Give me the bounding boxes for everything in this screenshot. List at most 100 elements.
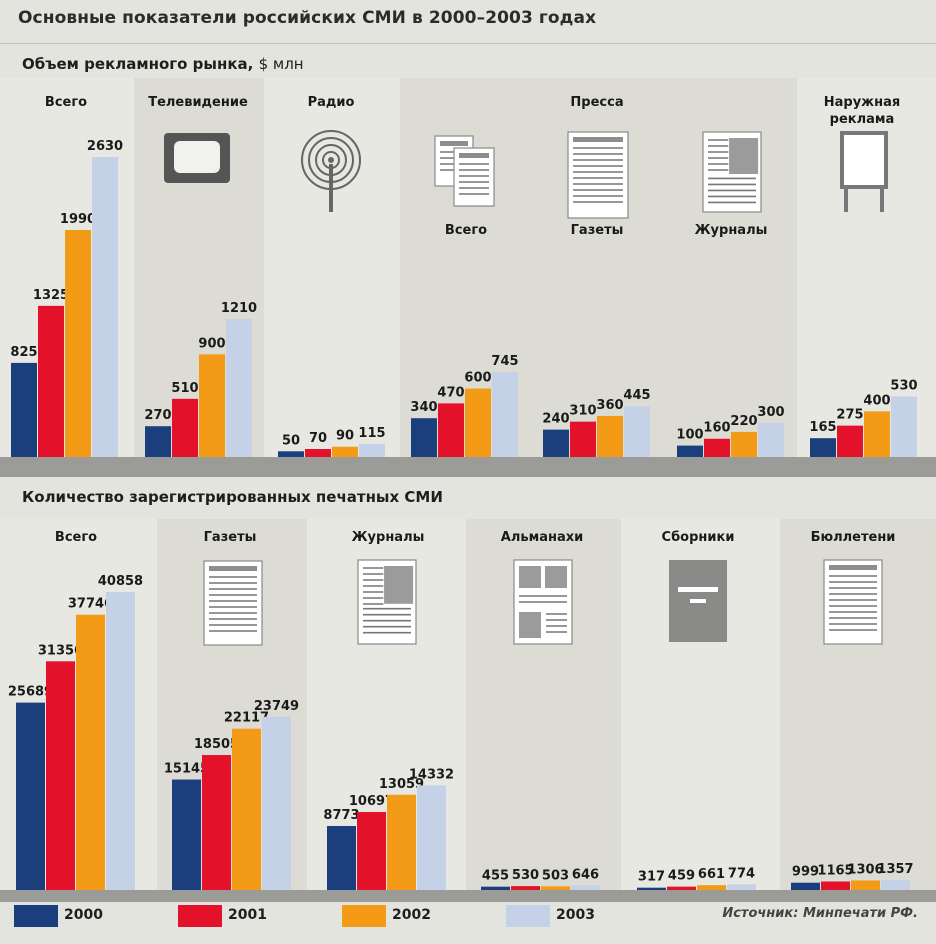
radio-icon-wave [301,130,361,190]
chart1-bar-2-2003 [226,318,252,457]
chart2-bar-6-2001 [821,881,850,890]
chart2-bar-1-2002 [76,614,105,890]
chart1-bar-5-2002 [597,415,623,457]
legend-label-2001: 2001 [228,907,267,923]
chart2-value-label: 8773 [323,808,359,823]
chart1-bar-4-2002 [465,388,491,457]
chart2-category-label: Журналы [352,530,425,545]
chart2-bar-6-2000 [791,882,820,890]
chart2-value-label: 459 [668,869,695,884]
chart2-bar-6-2002 [851,880,880,890]
chart2-category-label: Всего [55,530,97,545]
chart1-bar-7-2000 [810,438,836,457]
chart1-value-label: 1990 [60,212,96,227]
chart1-value-label: 1210 [221,301,257,316]
chart1-bar-1-2001 [38,305,64,457]
legend-swatch-2003 [506,905,550,927]
collection-icon-band [678,587,718,592]
newspapers-icon [203,560,263,646]
chart2-value-label: 661 [698,867,725,882]
magazine-icon-photo [729,138,759,174]
page-title: Основные показатели российских СМИ в 200… [18,8,597,28]
chart1-title-text: Объем рекламного рынка, [22,55,254,73]
chart1-category-label-line: Наружная [824,95,900,110]
legend-label-2003: 2003 [556,907,595,923]
chart1-value-label: 240 [542,412,569,427]
radio-icon-wave [315,144,347,176]
chart2-bar-3-2000 [327,826,356,890]
chart2-category-label: Сборники [662,530,735,545]
chart1-value-label: 745 [491,354,518,369]
chart1-unit: $ млн [258,55,304,73]
chart2-category-label: Альманахи [501,530,583,545]
chart2-value-label: 23749 [254,699,299,714]
legend-label-2002: 2002 [392,907,431,923]
chart2-title: Количество зарегистрированных печатных С… [22,488,443,506]
collection-icon-band [690,599,706,603]
chart1-category-label: Радио [308,95,355,110]
legend-label-2000: 2000 [64,907,103,923]
chart1-category-label-line: реклама [830,112,895,127]
almanac-icon-photo [519,566,541,588]
chart2-value-label: 37746 [68,597,113,612]
chart1-bar-2-2000 [145,426,171,457]
chart2-value-label: 25689 [8,685,53,700]
chart2-bar-2-2000 [172,779,201,890]
legend-band [0,902,936,944]
chart1-bar-3-2003 [359,443,385,457]
source-note: Источник: Минпечати РФ. [722,906,918,921]
chart1-bar-7-2001 [837,425,863,457]
chart1-bar-3-2001 [305,449,331,457]
chart2-value-label: 13059 [379,777,424,792]
chart2-bar-2-2002 [232,728,261,890]
chart1-category-label: Телевидение [148,95,248,110]
chart2-value-label: 1357 [877,862,913,877]
chart1-value-label: 445 [623,388,650,403]
chart1-bar-6-2003 [758,422,784,457]
chart1-baseline [0,457,936,477]
chart1-value-label: 270 [144,408,171,423]
bulletin-icon-headline [829,565,877,570]
chart1-category-label: Всего [45,95,87,110]
legend-swatch-2000 [14,905,58,927]
chart2-bar-2-2003 [262,716,291,890]
chart2-value-label: 317 [638,870,665,885]
chart1-value-label: 100 [676,428,703,443]
chart2-bar-1-2003 [106,592,135,890]
chart1-title: Объем рекламного рынка, $ млн [22,55,304,73]
chart1-value-label: 825 [10,345,37,360]
newspaper-icon [567,131,629,219]
chart2-value-label: 999 [792,865,819,880]
chart1-bar-7-2003 [891,396,917,457]
chart1-bar-1-2003 [92,157,118,457]
chart2-bar-5-2001 [667,886,696,890]
header-band [0,0,936,44]
chart1-value-label: 50 [282,433,300,448]
chart2-value-label: 18505 [194,737,239,752]
chart2-value-label: 455 [482,869,509,884]
chart1-value-label: 900 [198,336,225,351]
chart1-value-label: 160 [703,421,730,436]
magazines-icon-photo [384,566,414,604]
chart2-bar-5-2002 [697,885,726,890]
chart2-value-label: 530 [512,868,539,883]
chart2-bar-4-2003 [571,885,600,890]
radio-icon-wave [322,151,340,169]
almanac-icon-photo [519,612,541,638]
chart1-category-label: Газеты [571,223,624,238]
chart2-value-label: 646 [572,867,599,882]
chart1-value-label: 70 [309,431,327,446]
chart1-bar-6-2002 [731,431,757,457]
chart1-bar-5-2000 [543,429,569,457]
chart1-value-label: 600 [464,371,491,386]
chart1-value-label: 470 [437,385,464,400]
chart1-value-label: 115 [358,426,385,441]
chart1-value-label: 400 [863,393,890,408]
chart2-bar-3-2003 [417,785,446,890]
chart1-category-label: Журналы [695,223,768,238]
chart1-supergroup-label: Пресса [570,95,623,110]
chart1-value-label: 300 [757,405,784,420]
billboard-icon [840,131,888,189]
chart2-value-label: 15145 [164,762,209,777]
